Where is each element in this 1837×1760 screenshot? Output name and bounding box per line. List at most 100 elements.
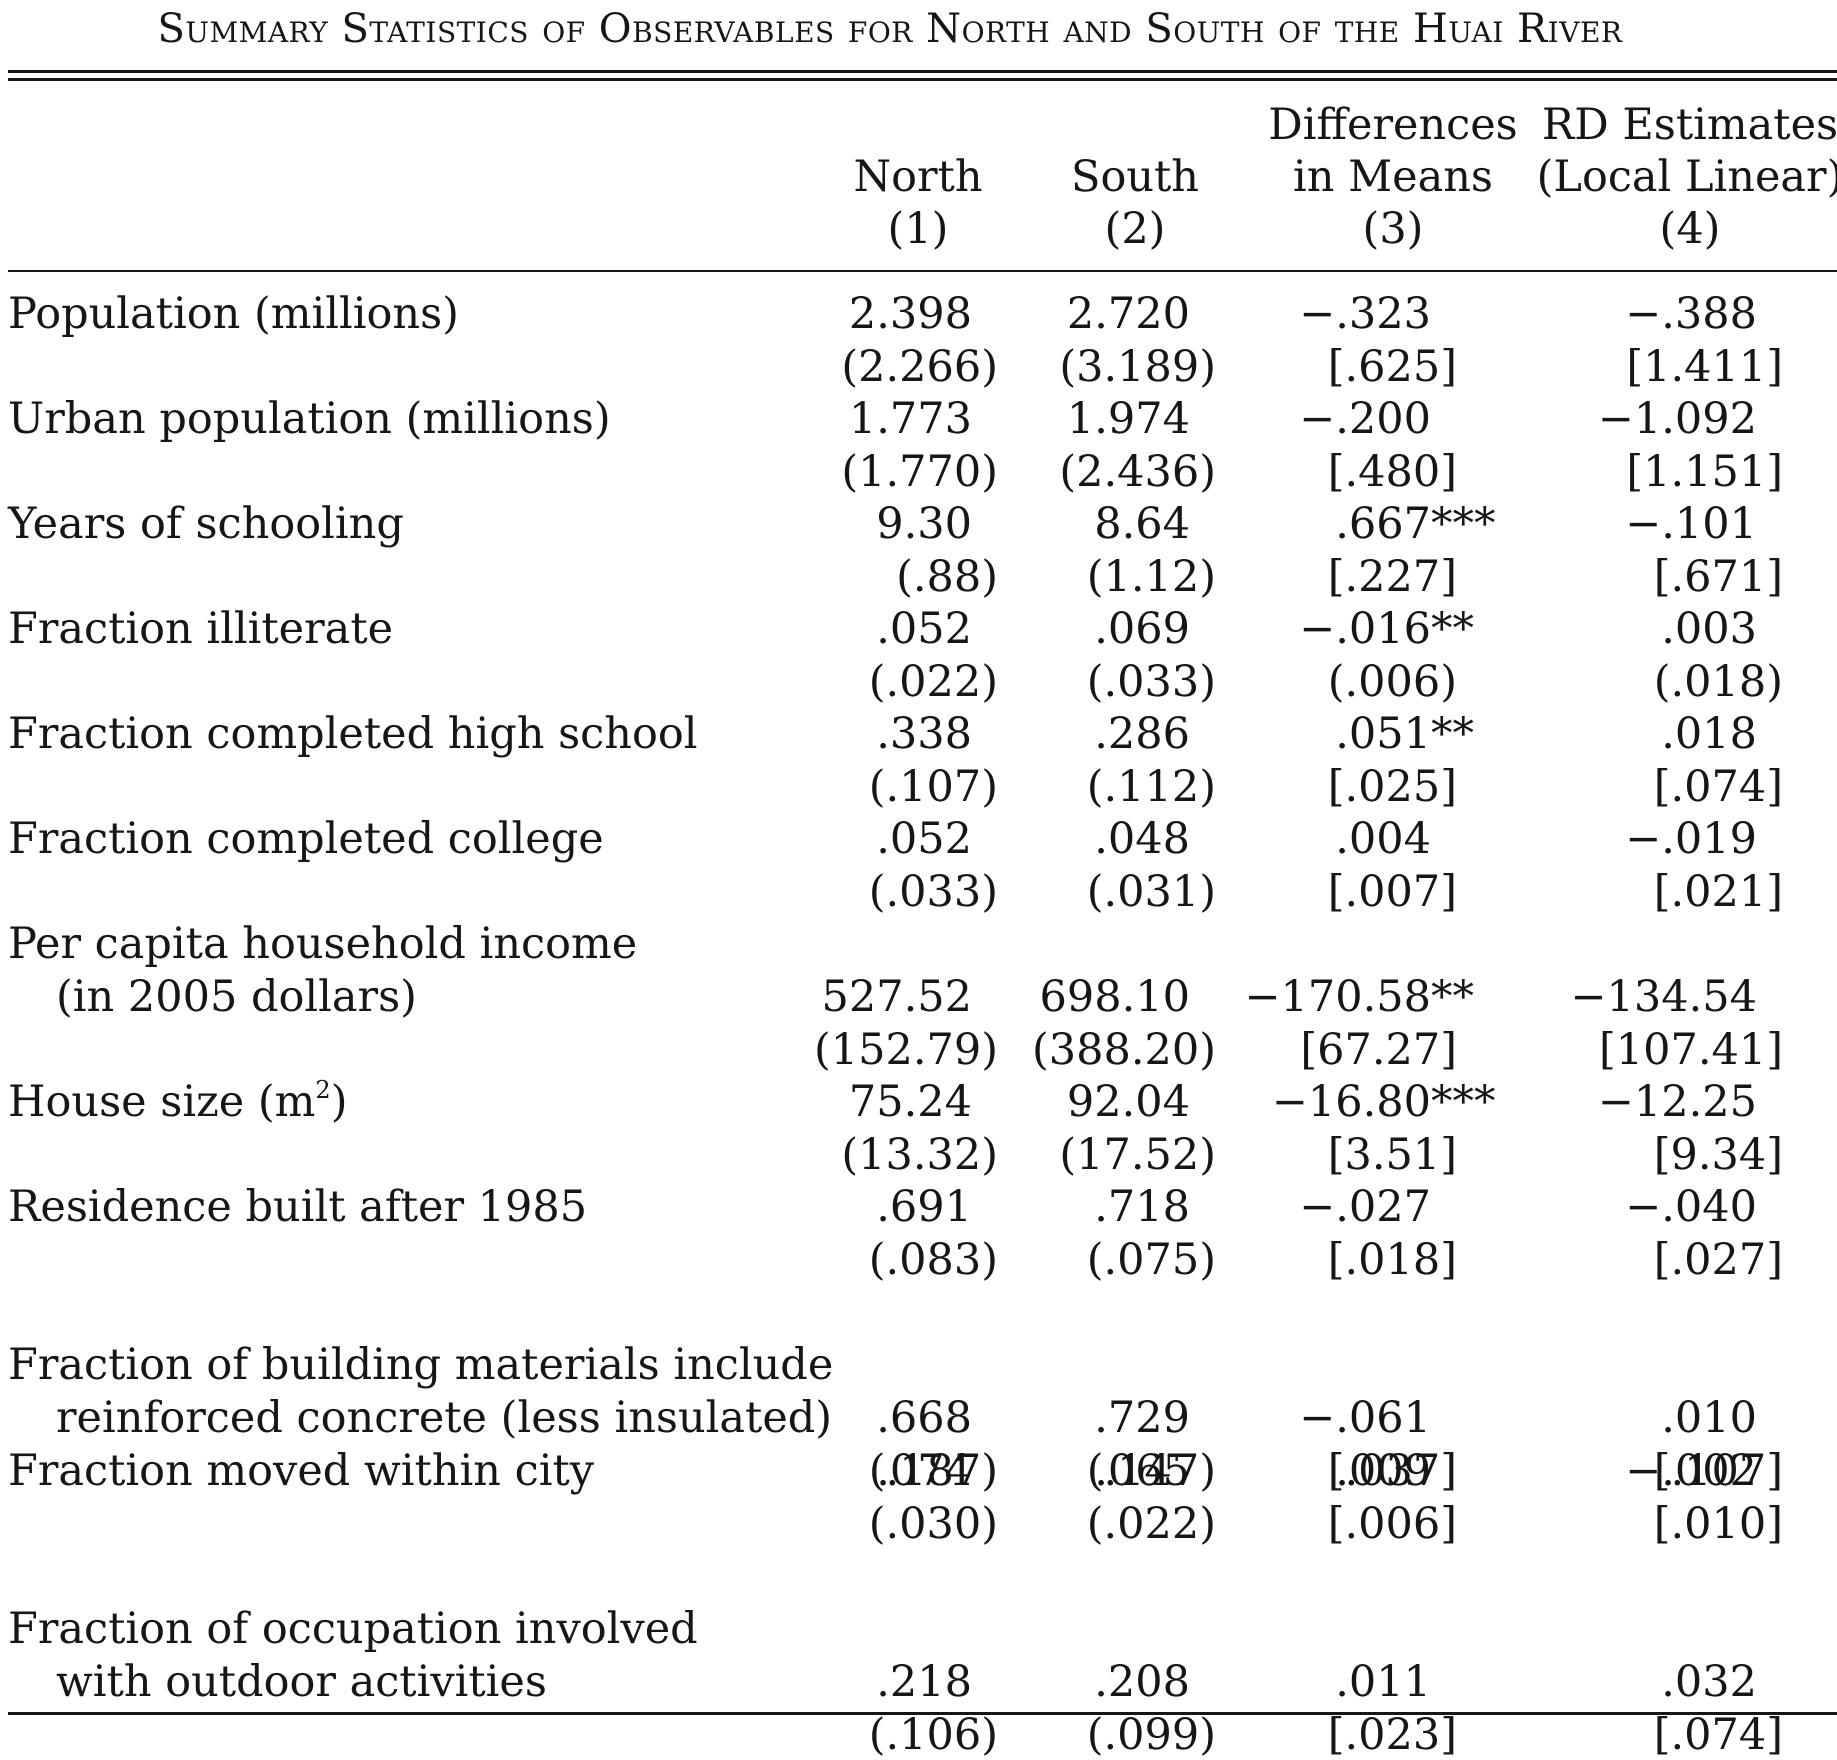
cell-error-col3: [.018] (1327, 1235, 1457, 1285)
row-label-text: House size (m (8, 1077, 316, 1127)
col-header-south-num: (2) (1104, 204, 1166, 254)
cell-value-col1: 75.24 (848, 1077, 972, 1127)
cell-value-col2: .208 (1094, 1657, 1190, 1707)
cell-value-col2: .065 (1094, 1446, 1190, 1496)
cell-value-col2: .729 (1094, 1393, 1190, 1443)
cell-value-col2: 92.04 (1066, 1077, 1190, 1127)
cell-error-col2: (.033) (1086, 657, 1216, 707)
cell-value-col2: 698.10 (1039, 972, 1190, 1022)
cell-error-col2: (.022) (1086, 1499, 1216, 1549)
cell-error-col2: (2.436) (1059, 447, 1216, 497)
cell-error-col2: (.147) (1086, 1446, 1216, 1496)
cell-value-col4: −.388 (1625, 289, 1757, 339)
cell-value-col4: −.040 (1625, 1182, 1757, 1232)
cell-error-col4: [107.41] (1598, 1025, 1783, 1075)
cell-error-col1: (.187) (868, 1446, 998, 1496)
cell-value-col4: −134.54 (1570, 972, 1758, 1022)
cell-error-col1: (.106) (868, 1710, 998, 1760)
cell-error-col1: (.083) (868, 1235, 998, 1285)
cell-error-col1: (.107) (868, 762, 998, 812)
cell-value-col4: −12.25 (1597, 1077, 1757, 1127)
cell-error-col3: [.007] (1327, 867, 1457, 917)
cell-value-col2: 8.64 (1094, 499, 1190, 549)
header-rule (8, 270, 1837, 272)
cell-value-col3: .667*** (1335, 503, 1495, 546)
cell-value-col4: .018 (1661, 709, 1757, 759)
row-label-continuation: (in 2005 dollars) (56, 972, 417, 1022)
cell-value-col2: .048 (1094, 814, 1190, 864)
cell-value-col2: .286 (1094, 709, 1190, 759)
cell-error-col4: [1.151] (1626, 447, 1783, 497)
cell-value-col4: −.019 (1625, 814, 1757, 864)
row-label-continuation: with outdoor activities (56, 1657, 547, 1707)
cell-error-col4: [.074] (1653, 762, 1783, 812)
cell-value-col1: .052 (876, 814, 972, 864)
cell-error-col1: (.030) (868, 1499, 998, 1549)
cell-error-col4: [1.411] (1626, 342, 1783, 392)
cell-value-col3: −.027 (1299, 1182, 1431, 1232)
cell-error-col3: [.006] (1327, 1499, 1457, 1549)
cell-value-col2: .069 (1094, 604, 1190, 654)
col-header-rd-line1: RD Estimates (1541, 100, 1837, 150)
cell-error-col3: (.006) (1327, 657, 1457, 707)
cell-error-col2: (3.189) (1059, 342, 1216, 392)
row-label: Urban population (millions) (8, 394, 611, 444)
cell-value-col2: 1.974 (1066, 394, 1190, 444)
cell-error-col4: [.027] (1653, 1235, 1783, 1285)
cell-value-text: −16.80*** (1271, 1077, 1496, 1127)
cell-error-col1: (.88) (896, 552, 998, 602)
cell-value-col4: −.002 (1625, 1446, 1757, 1496)
col-header-rd-line2: (Local Linear) (1536, 152, 1837, 202)
row-label-continuation: reinforced concrete (less insulated) (56, 1393, 833, 1443)
cell-value-col4: −1.092 (1597, 394, 1757, 444)
top-rule-2 (8, 78, 1837, 81)
col-header-diff-num: (3) (1362, 204, 1424, 254)
row-label: Fraction illiterate (8, 604, 394, 654)
row-label: Fraction of occupation involved (8, 1604, 698, 1654)
cell-error-col4: [.010] (1653, 1499, 1783, 1549)
cell-error-col2: (.099) (1086, 1710, 1216, 1760)
cell-value-col3: −.061 (1299, 1393, 1431, 1443)
col-header-north: North (853, 152, 983, 202)
cell-error-col2: (388.20) (1031, 1025, 1216, 1075)
cell-error-col1: (2.266) (841, 342, 998, 392)
cell-error-col4: [9.34] (1653, 1130, 1783, 1180)
cell-value-col4: .032 (1661, 1657, 1757, 1707)
cell-value-col1: .338 (876, 709, 972, 759)
cell-error-col2: (.075) (1086, 1235, 1216, 1285)
cell-value-col4: .010 (1661, 1393, 1757, 1443)
cell-error-col3: [.037] (1327, 1446, 1457, 1496)
cell-error-col1: (152.79) (813, 1025, 998, 1075)
cell-error-col3: [.625] (1327, 342, 1457, 392)
row-label: Years of schooling (8, 499, 404, 549)
cell-error-col3: [67.27] (1300, 1025, 1457, 1075)
row-label: Fraction moved within city (8, 1446, 595, 1496)
col-header-diff-line1: Differences (1268, 100, 1518, 150)
cell-value-col1: 1.773 (848, 394, 972, 444)
cell-error-col2: (1.12) (1086, 552, 1216, 602)
cell-value-col3: −.016** (1299, 608, 1474, 651)
cell-value-col1: .668 (876, 1393, 972, 1443)
cell-error-col3: [3.51] (1327, 1130, 1457, 1180)
cell-error-col1: (13.32) (841, 1130, 998, 1180)
cell-error-col2: (17.52) (1059, 1130, 1216, 1180)
col-header-south: South (1070, 152, 1200, 202)
col-header-diff-line2: in Means (1293, 152, 1493, 202)
cell-value-col1: .052 (876, 604, 972, 654)
cell-value-col3: −16.80*** (1272, 1081, 1496, 1124)
cell-value-text: −.016** (1299, 604, 1474, 654)
cell-value-col4: .003 (1661, 604, 1757, 654)
row-label: Fraction completed college (8, 814, 604, 864)
cell-error-col2: (.031) (1086, 867, 1216, 917)
col-header-north-num: (1) (887, 204, 949, 254)
cell-value-col3: .011 (1335, 1657, 1431, 1707)
cell-value-col3: .004 (1335, 814, 1431, 864)
cell-error-col3: [.025] (1327, 762, 1457, 812)
cell-value-col2: 2.720 (1066, 289, 1190, 339)
row-label: Fraction completed high school (8, 709, 698, 759)
cell-value-col2: .718 (1094, 1182, 1190, 1232)
cell-value-col3: −.200 (1299, 394, 1431, 444)
col-header-rd-num: (4) (1659, 204, 1721, 254)
cell-error-col3: [.227] (1327, 552, 1457, 602)
cell-error-col3: [.480] (1327, 447, 1457, 497)
